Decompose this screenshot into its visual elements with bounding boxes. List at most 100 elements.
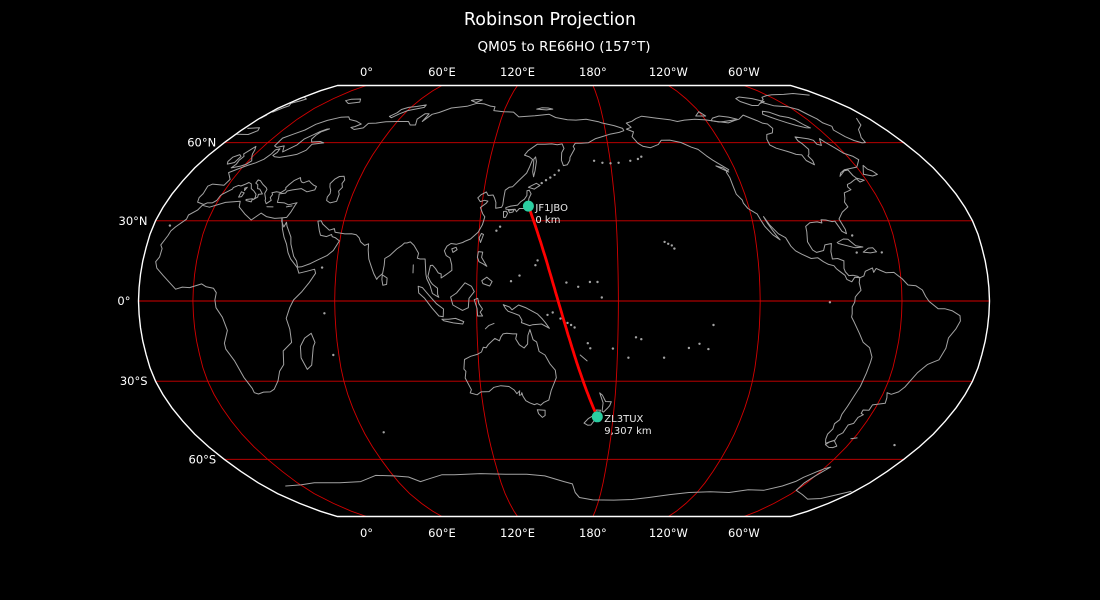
island-dot	[640, 155, 643, 158]
coastline-new-guinea	[502, 304, 550, 329]
island-dot	[617, 161, 620, 164]
island-dot	[577, 285, 580, 288]
coastline-antarctica	[285, 466, 852, 501]
island-dot	[670, 244, 673, 247]
coastline-eurasia	[197, 102, 625, 298]
island-dot	[382, 431, 385, 434]
station-callsign-label: ZL3TUX	[604, 414, 643, 425]
coastline-victoria-island	[710, 115, 738, 123]
parallel-tick-label: 60°N	[187, 136, 216, 150]
coastline-cuba	[836, 238, 864, 249]
island-dot	[495, 229, 498, 232]
great-circle-path	[527, 204, 599, 419]
meridian-tick-label-bottom: 0°	[360, 526, 373, 540]
graticule-meridian	[743, 85, 903, 517]
island-dot	[553, 173, 556, 177]
coastline-africa	[155, 200, 317, 395]
parallel-tick-label: 30°N	[119, 214, 148, 228]
coastline-severnaya-zemlya	[470, 99, 483, 103]
coastline-falklands	[850, 437, 858, 440]
island-dot	[569, 323, 573, 327]
island-dot	[596, 280, 599, 284]
coastline-new-siberian	[536, 107, 554, 111]
island-dot	[540, 181, 543, 185]
coastline-cyprus	[285, 205, 293, 208]
meridian-tick-label-bottom: 60°W	[728, 526, 760, 540]
coastline-caspian-sea	[326, 175, 346, 204]
coastline-corsica	[244, 186, 248, 191]
island-dot	[534, 264, 537, 267]
coastline-ireland	[226, 154, 242, 165]
map-boundary	[137, 84, 991, 518]
island-dot	[627, 356, 630, 359]
island-dot	[573, 326, 576, 329]
island-dot	[600, 296, 603, 299]
meridian-tick-label-top: 60°E	[428, 65, 456, 79]
coastline-timor	[484, 322, 495, 330]
island-dot	[557, 169, 560, 172]
island-dot	[667, 242, 670, 245]
island-dot	[609, 162, 612, 165]
coastline-iceland	[236, 127, 260, 135]
island-dot	[663, 240, 666, 244]
coastline-sulawesi	[473, 297, 484, 317]
island-dot	[880, 251, 883, 254]
coastline-great-britain	[230, 145, 257, 169]
coastline-hainan	[451, 246, 458, 253]
island-dot	[544, 179, 548, 182]
island-dot	[592, 159, 596, 162]
island-dot	[565, 281, 568, 284]
meridian-tick-label-top: 180°	[579, 65, 607, 79]
island-dot	[851, 234, 854, 237]
island-dot	[551, 311, 554, 314]
meridian-tick-label-top: 0°	[360, 65, 373, 79]
coastline-taiwan	[478, 232, 484, 243]
meridian-tick-label-top: 120°E	[500, 65, 535, 79]
graticule-meridian	[592, 85, 619, 517]
coastline-north-america	[625, 114, 865, 283]
route-subtitle: QM05 to RE66HO (157°T)	[477, 39, 651, 55]
station-marker	[591, 411, 603, 423]
coastline-sri-lanka	[381, 274, 388, 286]
coastline-tasmania	[536, 409, 546, 418]
island-dot	[893, 443, 896, 447]
meridian-tick-label-bottom: 120°E	[500, 526, 535, 540]
station-callsign-label: JF1JBO	[534, 203, 568, 214]
coastline-baffin	[761, 110, 811, 129]
coastline-madagascar	[299, 332, 316, 370]
island-dot	[640, 338, 643, 341]
coastline-luzon	[476, 251, 488, 267]
parallel-tick-label: 30°S	[120, 374, 148, 388]
coastline-ellesmere	[735, 96, 765, 106]
coastline-sardinia	[238, 191, 245, 198]
coastline-banks-island	[695, 111, 707, 117]
coastline-new-caledonia	[579, 354, 588, 362]
coastline-svalbard	[345, 98, 362, 104]
parallel-tick-label: 60°S	[189, 452, 217, 466]
coastline-novaya-zemlya	[388, 104, 427, 119]
island-dot	[634, 336, 638, 339]
meridian-tick-label-top: 60°W	[728, 65, 760, 79]
parallel-tick-label: 0°	[117, 294, 130, 308]
island-dot	[509, 280, 513, 283]
graticule-meridian	[476, 85, 518, 517]
coastline-sakhalin	[532, 156, 537, 178]
island-dot	[589, 347, 592, 350]
island-dot	[168, 224, 172, 227]
station-distance-label: 0 km	[535, 215, 560, 226]
island-dot	[601, 161, 604, 164]
graticule-meridian	[192, 85, 367, 517]
island-dot	[518, 274, 521, 277]
island-dot	[687, 346, 691, 350]
coastline-hispaniola	[862, 247, 878, 254]
island-dot	[712, 323, 715, 327]
island-dot	[323, 312, 326, 315]
island-dot	[559, 317, 562, 320]
coastline-java	[441, 317, 465, 325]
island-dot	[546, 313, 549, 317]
coastline-nz-north-island	[599, 392, 612, 413]
coastline-newfoundland	[862, 164, 878, 177]
coastline-south-america	[825, 267, 961, 444]
